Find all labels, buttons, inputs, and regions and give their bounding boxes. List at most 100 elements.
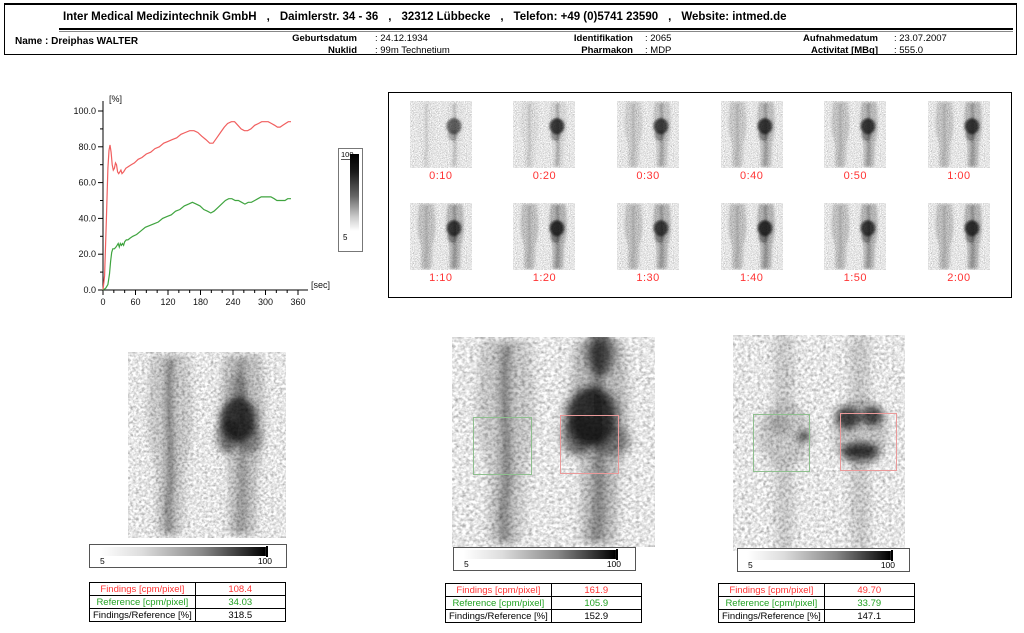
film-frame-time: 0:30	[636, 170, 660, 182]
scintigram-thumbnail	[617, 101, 680, 168]
scintigram-thumbnail	[617, 203, 680, 270]
film-frame: 1:00	[907, 93, 1011, 195]
company-separator: ,	[388, 11, 392, 23]
company-segment: Telefon: +49 (0)5741 23590	[513, 11, 659, 23]
field-label-nuklid: Nuklid	[327, 45, 357, 56]
film-frame: 1:20	[493, 195, 597, 297]
field-value-nuklid: : 99m Technetium	[375, 45, 450, 56]
svg-text:[sec]: [sec]	[311, 280, 330, 290]
colorbar-min-label: 5	[343, 233, 348, 242]
film-frame: 0:20	[493, 93, 597, 195]
svg-text:60: 60	[130, 297, 140, 307]
colorbar-max-label: 100	[880, 560, 895, 570]
colorbar-min-label: 5	[748, 560, 753, 570]
field-value-aufnahmedatum: : 23.07.2007	[894, 33, 947, 44]
company-segment: Website: intmed.de	[681, 11, 787, 23]
colorbar-min-label: 5	[100, 556, 105, 566]
vertical-colorbar: 100 5	[338, 148, 363, 252]
table-row: Findings/Reference [%] 147.1	[718, 609, 915, 623]
table-label-cell: Reference [cpm/pixel]	[718, 596, 825, 610]
company-separator: ,	[266, 11, 270, 23]
scintigram-thumbnail	[513, 101, 576, 168]
company-line: Inter Medical Medizintechnik GmbH, Daimle…	[63, 11, 787, 23]
svg-text:80.0: 80.0	[78, 142, 96, 152]
film-frame-time: 0:40	[739, 170, 764, 182]
table-value-cell: 152.9	[550, 609, 642, 623]
measurement-table: Findings [cpm/pixel] 108.4 Reference [cpm/…	[89, 582, 286, 622]
film-frame-time: 2:00	[947, 272, 971, 284]
measurement-table: Findings [cpm/pixel] 161.9 Reference [cpm/…	[445, 583, 642, 623]
table-label-cell: Findings/Reference [%]	[445, 609, 552, 623]
field-label-identifikation: Identifikation	[573, 33, 633, 44]
film-grid: 0:10 0:20 0:30 0:40 0:50 1:00 1:10 1:20 1:30 1:40…	[389, 93, 1011, 297]
grayscale-colorbar: 5 100	[453, 547, 636, 571]
film-frame-time: 1:30	[636, 272, 660, 284]
scintigram-thumbnail	[513, 203, 576, 270]
roi-box-findings	[560, 415, 619, 474]
patient-name-value: : Dreiphas WALTER	[45, 36, 139, 47]
table-value-cell: 33.79	[823, 596, 915, 610]
scintigram-image-center	[452, 337, 655, 547]
film-frame-time: 0:10	[429, 170, 453, 182]
table-row: Reference [cpm/pixel] 34.03	[89, 595, 286, 609]
scintigram-thumbnail	[927, 203, 990, 270]
field-label-aufnahmedatum: Aufnahmedatum	[803, 33, 878, 44]
table-label-cell: Findings [cpm/pixel]	[445, 583, 552, 597]
table-value-cell: 161.9	[550, 583, 642, 597]
film-frame-time: 0:20	[532, 170, 557, 182]
table-label-cell: Findings [cpm/pixel]	[89, 582, 196, 596]
field-value-pharmakon: : MDP	[645, 45, 672, 56]
table-value-cell: 147.1	[823, 609, 915, 623]
svg-text:60.0: 60.0	[78, 178, 96, 188]
svg-text:40.0: 40.0	[78, 213, 96, 223]
scintigram-thumbnail	[720, 203, 783, 270]
film-frame-time: 1:00	[947, 170, 971, 182]
table-row: Findings/Reference [%] 152.9	[445, 609, 642, 623]
colorbar-gradient	[96, 546, 280, 557]
field-label-activitat: Activitat [MBq]	[810, 45, 878, 56]
grayscale-colorbar: 5 100	[737, 548, 910, 572]
colorbar-max-label: 100	[341, 150, 356, 160]
colorbar-marker	[616, 549, 619, 560]
colorbar-gradient	[744, 550, 903, 561]
field-value-identifikation: : 2065	[645, 33, 672, 44]
film-frame-time: 0:50	[843, 170, 868, 182]
scintigram-thumbnail	[409, 101, 472, 168]
field-value-geburtsdatum: : 24.12.1934	[375, 33, 428, 44]
scintigram-image-right	[733, 335, 905, 551]
field-label-geburtsdatum: Geburtsdatum	[292, 33, 357, 44]
film-frame-time: 1:10	[429, 272, 453, 284]
colorbar-marker	[266, 546, 269, 557]
table-row: Reference [cpm/pixel] 33.79	[718, 596, 915, 610]
film-frame: 0:40	[700, 93, 804, 195]
scintigram-thumbnail	[824, 101, 887, 168]
film-frame: 0:50	[804, 93, 908, 195]
colorbar-max-label: 100	[257, 556, 272, 566]
company-segment: Inter Medical Medizintechnik GmbH	[63, 11, 257, 23]
film-frame-time: 1:40	[739, 272, 764, 284]
time-activity-chart: 0.0 20.0 40.0 60.0 80.0 100.0 0 60 120 180 240 300 3…	[73, 94, 330, 307]
scintigram-thumbnail	[927, 101, 990, 168]
table-label-cell: Reference [cpm/pixel]	[445, 596, 552, 610]
table-row: Findings [cpm/pixel] 49.70	[718, 583, 915, 597]
field-label-pharmakon: Pharmakon	[581, 45, 633, 56]
table-label-cell: Reference [cpm/pixel]	[89, 595, 196, 609]
film-frame-time: 1:50	[843, 272, 868, 284]
svg-text:120: 120	[160, 297, 175, 307]
roi-box-reference	[753, 414, 810, 472]
film-frame-time: 1:20	[532, 272, 557, 284]
measurement-table: Findings [cpm/pixel] 49.70 Reference [cpm/…	[718, 583, 915, 623]
film-frame: 1:50	[804, 195, 908, 297]
colorbar-min-label: 5	[464, 559, 469, 569]
table-label-cell: Findings [cpm/pixel]	[718, 583, 825, 597]
colorbar-gradient	[460, 549, 629, 560]
svg-text:360: 360	[290, 297, 305, 307]
roi-box-findings	[840, 413, 897, 471]
svg-text:0.0: 0.0	[83, 285, 96, 295]
film-strip-panel: 0:10 0:20 0:30 0:40 0:50 1:00 1:10 1:20 1:30 1:40…	[388, 92, 1012, 298]
table-label-cell: Findings/Reference [%]	[718, 609, 825, 623]
film-frame: 2:00	[907, 195, 1011, 297]
svg-text:240: 240	[225, 297, 240, 307]
scintigram-thumbnail	[720, 101, 783, 168]
table-row: Findings [cpm/pixel] 161.9	[445, 583, 642, 597]
